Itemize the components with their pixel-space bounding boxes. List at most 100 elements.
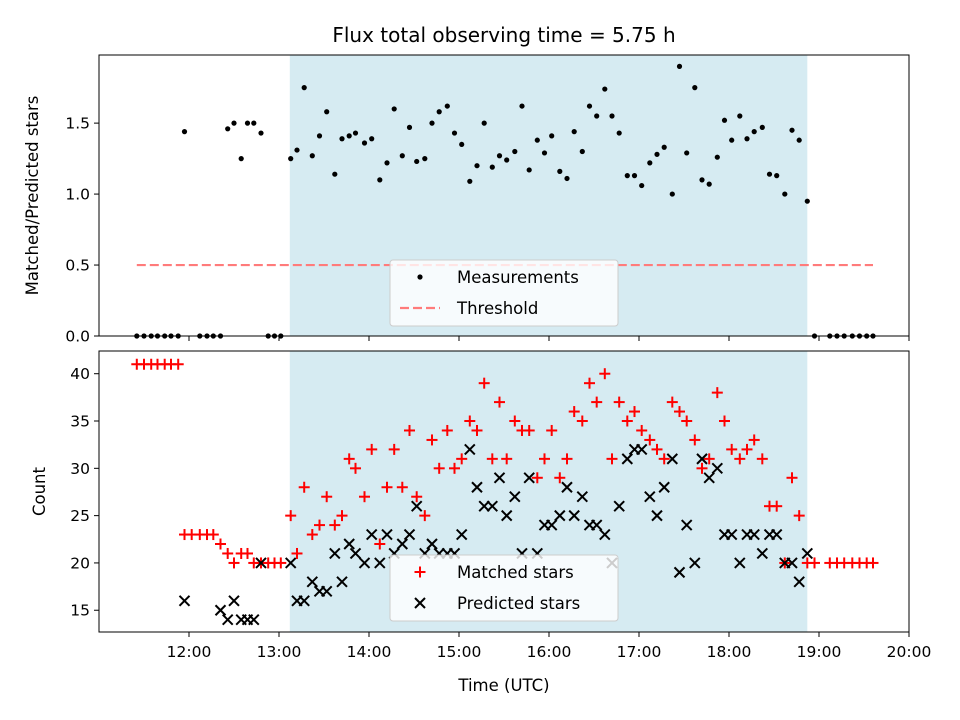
matched-point xyxy=(396,481,408,493)
top-panel: 0.0 0.5 1.0 1.5 Matched/Predicted stars Mea… xyxy=(23,54,910,346)
matched-point xyxy=(651,443,663,455)
measurement-point xyxy=(774,173,780,179)
matched-point xyxy=(306,529,318,541)
measurement-point xyxy=(714,154,720,160)
predicted-point xyxy=(478,500,490,512)
measurement-point xyxy=(669,191,675,197)
matched-point xyxy=(696,462,708,474)
predicted-point xyxy=(284,557,297,569)
matched-point xyxy=(298,481,310,493)
measurement-point xyxy=(512,148,518,155)
y-tick-label: 1.0 xyxy=(65,186,90,204)
predicted-point-b xyxy=(178,595,191,607)
matched-point xyxy=(228,557,240,569)
predicted-point-b xyxy=(396,538,409,550)
measurement-point xyxy=(564,175,570,182)
bottom-plot-frame xyxy=(98,350,910,633)
bottom-legend-box xyxy=(389,554,619,622)
predicted-point-b xyxy=(680,519,693,531)
measurement-point xyxy=(751,129,757,135)
top-y-ticks: 0.0 0.5 1.0 1.5 xyxy=(65,115,99,346)
predicted-point xyxy=(748,528,760,541)
matched-point xyxy=(666,396,678,408)
predicted-point xyxy=(554,509,566,522)
predicted-point xyxy=(689,557,701,569)
legend-dot xyxy=(417,274,423,280)
matched-point xyxy=(793,510,805,522)
matched-point xyxy=(426,434,438,446)
predicted-point xyxy=(545,519,558,531)
measurement-point xyxy=(244,120,251,126)
predicted-point-b xyxy=(320,585,333,598)
measurement-point xyxy=(352,130,359,136)
predicted-point-b xyxy=(711,462,724,475)
matched-point xyxy=(207,529,219,541)
matched-point xyxy=(711,387,723,399)
predicted-point-b xyxy=(358,557,371,569)
matched-point xyxy=(703,453,715,465)
matched-point xyxy=(591,396,603,408)
measurement-point xyxy=(422,156,428,162)
x-tick-label: 14:00 xyxy=(347,643,392,661)
matched-point xyxy=(658,453,670,465)
measurement-point xyxy=(609,113,615,119)
matched-point xyxy=(404,424,415,436)
measurement-point xyxy=(238,156,244,162)
top-legend-box xyxy=(389,259,619,327)
predicted-point xyxy=(426,538,438,550)
measurement-point xyxy=(789,127,795,133)
y-tick-label: 35 xyxy=(70,413,90,431)
predicted-point xyxy=(358,557,371,569)
matched-point xyxy=(343,453,355,465)
predicted-point-b xyxy=(486,500,499,512)
bottom-panel: 15 20 25 30 35 40 12:00 13:00 14:00 15:00 16:00 17… xyxy=(30,350,932,695)
measurement-point xyxy=(324,109,330,115)
predicted-point xyxy=(613,500,625,512)
matched-point xyxy=(599,368,611,380)
top-plot-frame xyxy=(98,54,910,337)
matched-point xyxy=(321,491,333,503)
predicted-point xyxy=(464,443,476,456)
measurement-point xyxy=(346,133,352,139)
x-tick-label: 20:00 xyxy=(887,643,932,661)
measurement-point xyxy=(504,157,510,163)
measurement-point xyxy=(549,133,555,139)
predicted-point-b xyxy=(658,481,670,493)
predicted-point xyxy=(523,472,535,484)
x-tick-label: 16:00 xyxy=(527,643,572,661)
predicted-point-b xyxy=(696,453,708,465)
x-tick-label: 17:00 xyxy=(617,643,662,661)
matched-point xyxy=(433,462,445,474)
predicted-point-b xyxy=(801,547,814,560)
matched-point xyxy=(546,424,558,436)
matched-point xyxy=(494,396,505,408)
predicted-point xyxy=(666,453,679,465)
matched-point xyxy=(809,557,820,569)
matched-point xyxy=(222,547,234,559)
matched-point xyxy=(336,510,348,522)
predicted-point-b xyxy=(248,613,260,626)
measurement-point xyxy=(436,109,442,115)
legend-predicted-label: Predicted stars xyxy=(457,594,580,613)
predicted-point-b xyxy=(644,490,656,503)
predicted-point xyxy=(336,576,348,588)
measurement-point xyxy=(451,130,458,136)
measurement-point xyxy=(414,158,420,165)
predicted-point-b xyxy=(703,472,715,484)
predicted-point-b xyxy=(786,557,798,569)
predicted-point xyxy=(221,613,234,626)
measurement-point xyxy=(676,63,683,69)
matched-point xyxy=(381,481,393,493)
matched-point xyxy=(867,557,879,569)
predicted-point xyxy=(178,595,191,607)
predicted-point xyxy=(590,519,603,531)
predicted-point-b xyxy=(221,613,234,626)
predicted-point xyxy=(696,453,708,465)
x-tick-label: 12:00 xyxy=(167,643,212,661)
measurement-point xyxy=(181,129,188,135)
predicted-point xyxy=(486,500,499,512)
matched-point xyxy=(285,510,297,522)
measurement-point xyxy=(737,113,743,119)
matched-point xyxy=(771,500,783,512)
matched-point xyxy=(629,406,640,418)
